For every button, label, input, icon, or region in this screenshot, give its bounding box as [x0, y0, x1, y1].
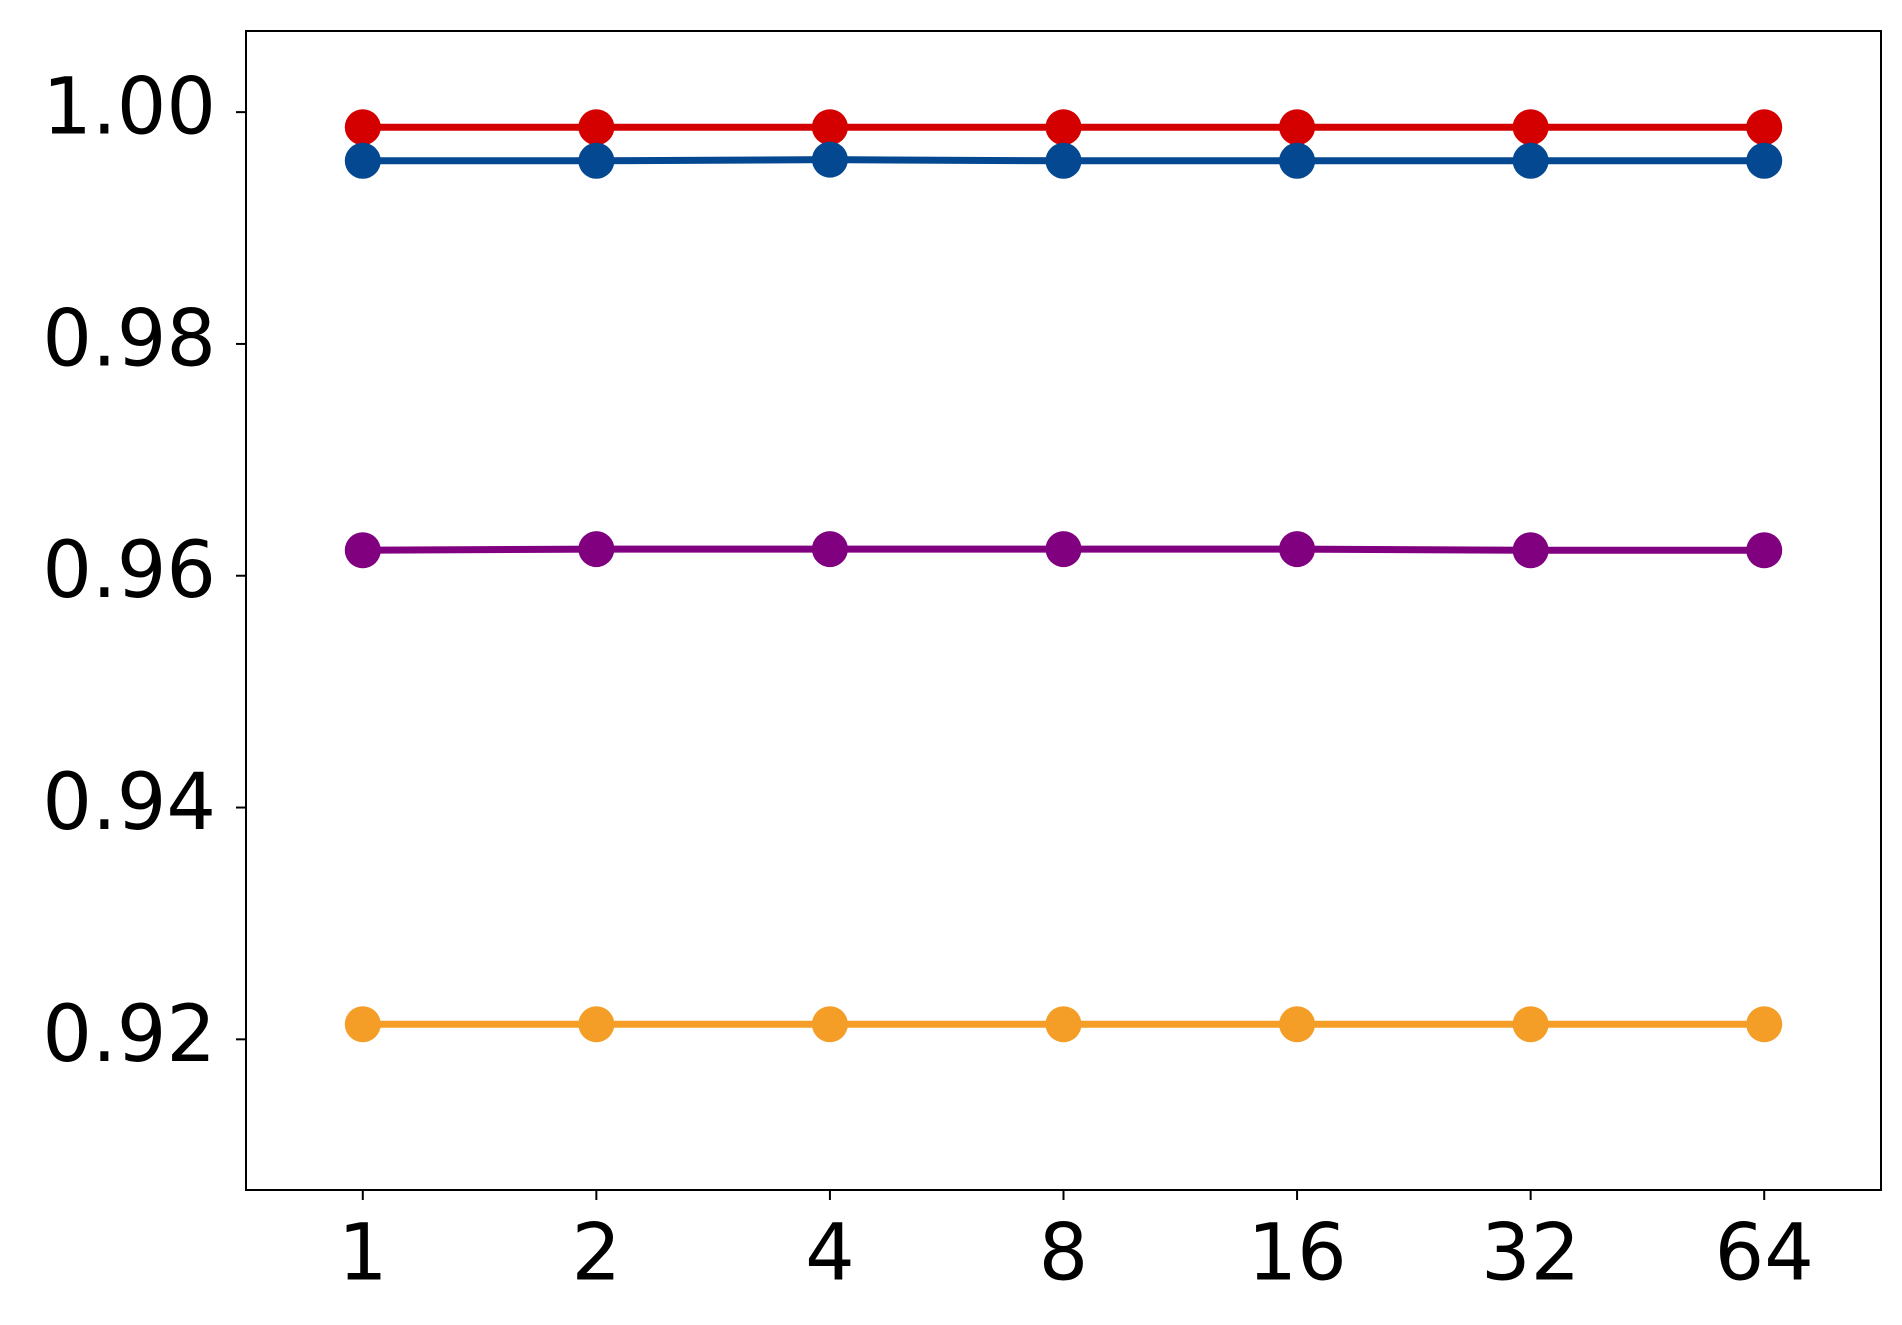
x-tick-label: 8 — [1039, 1208, 1089, 1298]
point — [344, 109, 381, 146]
point — [1512, 1006, 1549, 1043]
y-tick-label: 0.92 — [42, 990, 216, 1080]
point — [578, 531, 615, 568]
point — [1279, 1006, 1316, 1043]
point — [811, 1006, 848, 1043]
x-tick-label: 4 — [805, 1208, 855, 1298]
x-tick-label: 1 — [338, 1208, 388, 1298]
point — [1746, 532, 1783, 569]
point — [811, 531, 848, 568]
point — [1512, 109, 1549, 146]
point — [1045, 1006, 1082, 1043]
point — [1279, 531, 1316, 568]
point — [1746, 1006, 1783, 1043]
x-tick-label: 32 — [1481, 1208, 1580, 1298]
point — [344, 532, 381, 569]
point — [1512, 142, 1549, 179]
y-tick-label: 0.96 — [42, 526, 216, 616]
point — [811, 141, 848, 178]
point — [1045, 142, 1082, 179]
point — [1746, 109, 1783, 146]
point — [344, 1006, 381, 1043]
point — [344, 142, 381, 179]
point — [811, 109, 848, 146]
y-tick-label: 0.98 — [42, 294, 216, 384]
y-tick-label: 0.94 — [42, 758, 216, 848]
x-tick-label: 64 — [1715, 1208, 1814, 1298]
point — [1279, 109, 1316, 146]
x-tick-label: 2 — [572, 1208, 622, 1298]
point — [578, 1006, 615, 1043]
point — [1279, 142, 1316, 179]
point — [1746, 142, 1783, 179]
point — [578, 109, 615, 146]
y-tick-label: 1.00 — [42, 63, 216, 153]
point — [1045, 109, 1082, 146]
point — [1512, 532, 1549, 569]
point — [578, 142, 615, 179]
x-tick-label: 16 — [1247, 1208, 1346, 1298]
point — [1045, 531, 1082, 568]
